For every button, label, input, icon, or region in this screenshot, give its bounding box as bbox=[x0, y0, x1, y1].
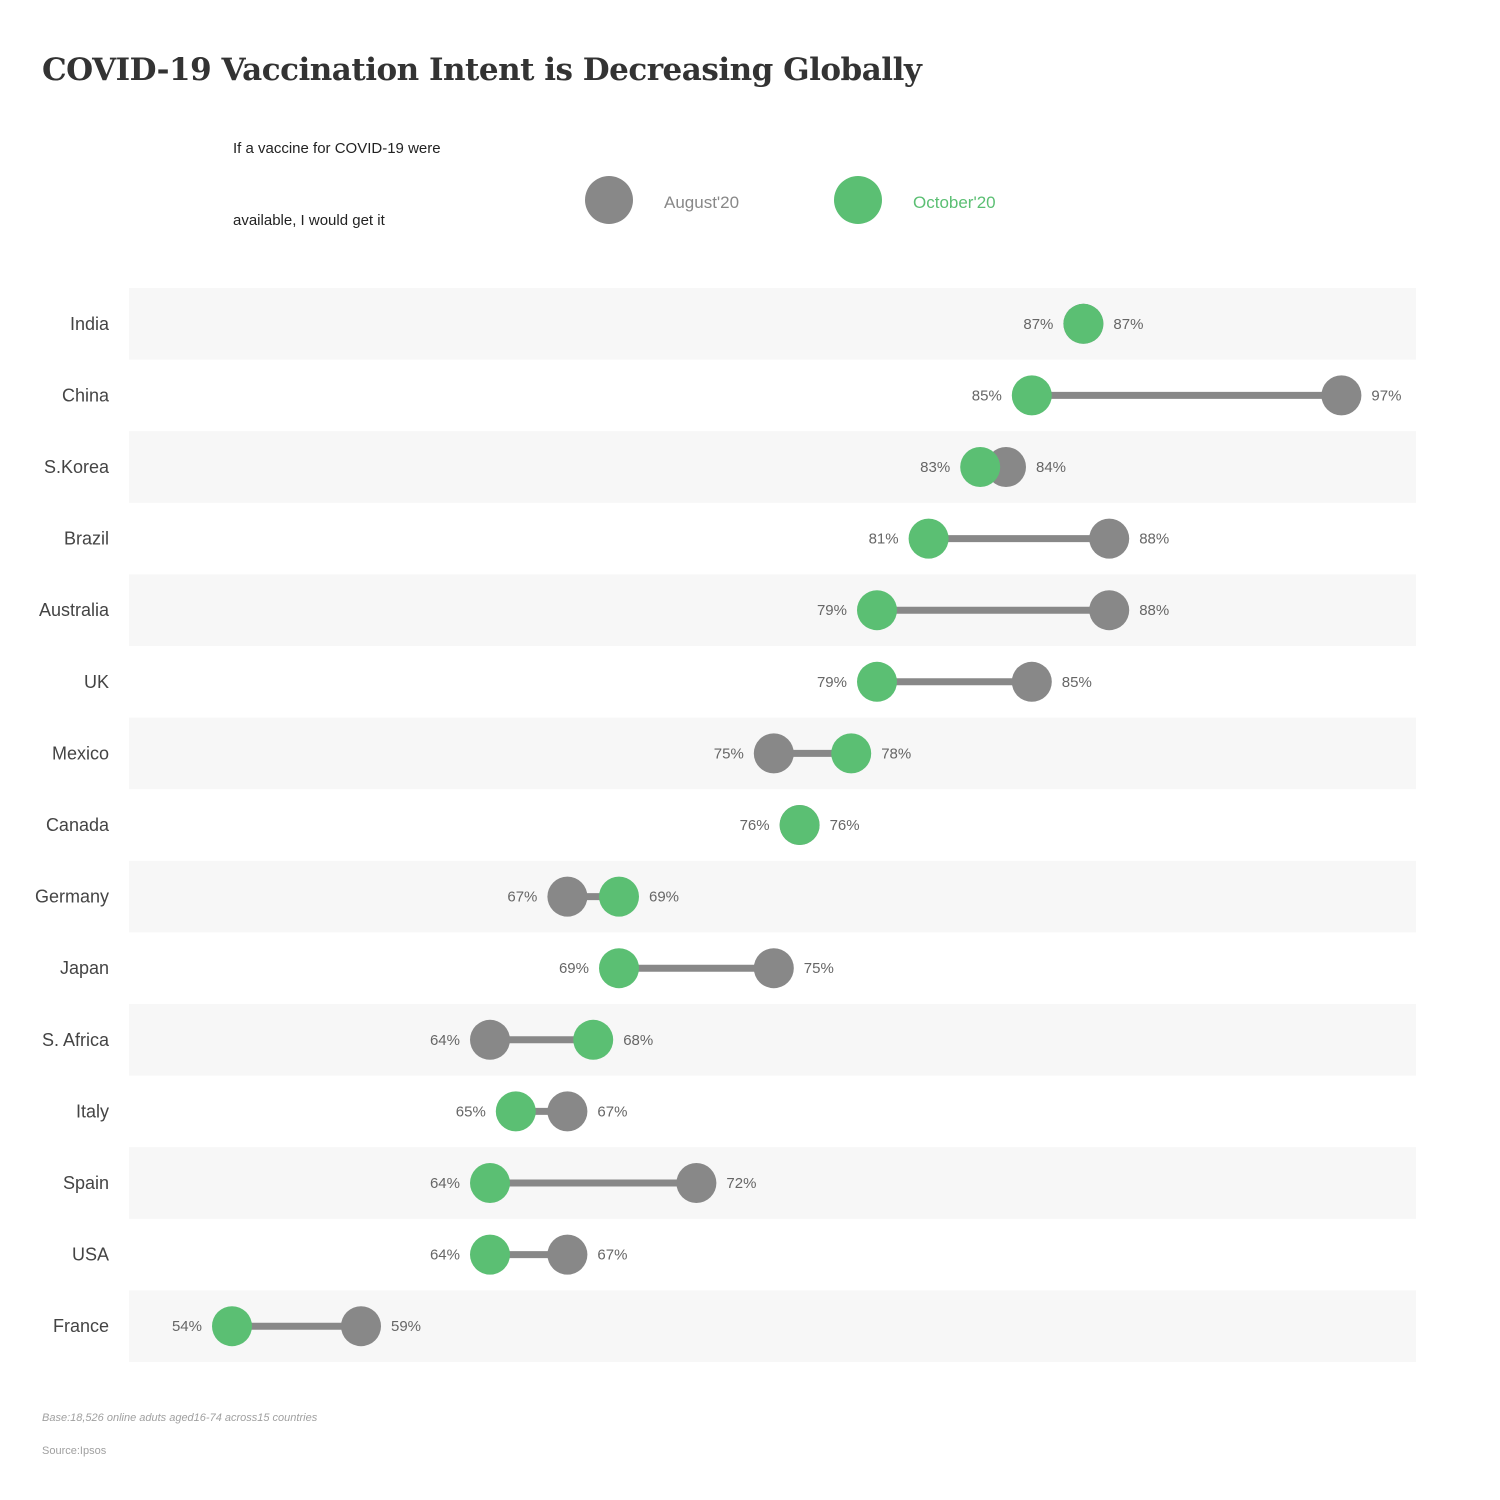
legend-august-label: August'20 bbox=[664, 193, 740, 212]
value-label-august: 97% bbox=[1371, 387, 1401, 404]
value-label-october: 64% bbox=[430, 1175, 460, 1192]
country-label: Canada bbox=[46, 815, 110, 835]
country-label: Germany bbox=[35, 887, 109, 907]
country-label: Spain bbox=[63, 1173, 109, 1193]
value-label-october: 64% bbox=[430, 1247, 460, 1264]
value-label-october: 69% bbox=[559, 960, 589, 977]
value-label-august: 72% bbox=[726, 1175, 756, 1192]
dot-october bbox=[470, 1163, 510, 1203]
country-label: Italy bbox=[76, 1101, 109, 1121]
dot-october bbox=[857, 590, 897, 631]
footnote-source: Source:Ipsos bbox=[42, 1445, 107, 1457]
dot-october bbox=[960, 447, 1001, 487]
value-label-october: 83% bbox=[920, 459, 950, 476]
dot-august bbox=[470, 1019, 510, 1060]
dot-october bbox=[470, 1234, 510, 1275]
value-label-august: 64% bbox=[430, 1032, 460, 1049]
value-label-october: 79% bbox=[817, 674, 847, 691]
dot-august bbox=[676, 1163, 717, 1203]
value-label-august: 59% bbox=[391, 1318, 421, 1335]
value-label-august: 67% bbox=[597, 1103, 627, 1120]
dot-august bbox=[547, 1234, 588, 1275]
country-label: S.Korea bbox=[44, 457, 110, 477]
value-label-august: 67% bbox=[597, 1247, 627, 1264]
dot-october bbox=[573, 1019, 614, 1060]
legend-october-marker bbox=[834, 176, 882, 224]
country-label: Brazil bbox=[64, 529, 109, 549]
dot-august bbox=[1011, 661, 1052, 702]
dot-august bbox=[341, 1306, 381, 1347]
chart-subtitle-line-2: available, I would get it bbox=[233, 212, 385, 229]
dot-october bbox=[1011, 375, 1052, 416]
value-label-august: 75% bbox=[804, 960, 834, 977]
value-label-october: 85% bbox=[972, 387, 1002, 404]
legend-october-label: October'20 bbox=[913, 193, 996, 212]
country-label: S. Africa bbox=[42, 1030, 110, 1050]
value-label-august: 85% bbox=[1062, 674, 1092, 691]
value-label-october: 78% bbox=[881, 745, 911, 762]
legend-august-marker bbox=[585, 176, 633, 224]
country-label: USA bbox=[72, 1245, 109, 1265]
value-label-october: 68% bbox=[623, 1032, 653, 1049]
dot-august bbox=[1321, 375, 1362, 416]
dot-october bbox=[831, 733, 872, 774]
country-label: Australia bbox=[39, 600, 110, 620]
footnote-base: Base:18,526 online aduts aged16-74 acros… bbox=[42, 1412, 318, 1424]
country-label: Mexico bbox=[52, 743, 109, 763]
row-band bbox=[129, 1147, 1416, 1219]
value-label-october: 65% bbox=[456, 1103, 486, 1120]
dot-august bbox=[753, 733, 794, 774]
country-label: UK bbox=[84, 672, 109, 692]
dot-october bbox=[908, 518, 949, 559]
value-label-august: 88% bbox=[1139, 531, 1169, 548]
value-label-august: 88% bbox=[1139, 602, 1169, 619]
value-label-august: 87% bbox=[1023, 316, 1053, 333]
country-label: Japan bbox=[60, 958, 109, 978]
dot-august bbox=[1089, 518, 1130, 559]
dot-october bbox=[779, 805, 820, 845]
country-label: China bbox=[62, 385, 110, 405]
value-label-october: 76% bbox=[830, 817, 860, 834]
country-label: India bbox=[70, 314, 110, 334]
dot-october bbox=[1063, 303, 1104, 344]
value-label-october: 69% bbox=[649, 889, 679, 906]
country-label: France bbox=[53, 1316, 109, 1336]
dot-october bbox=[599, 876, 639, 917]
value-label-october: 54% bbox=[172, 1318, 202, 1335]
dot-august bbox=[753, 948, 794, 989]
row-band bbox=[129, 574, 1416, 646]
dot-october bbox=[599, 948, 639, 989]
row-band bbox=[129, 1004, 1416, 1076]
value-label-august: 67% bbox=[507, 889, 537, 906]
chart-subtitle-line-1: If a vaccine for COVID-19 were bbox=[233, 140, 441, 157]
value-label-august: 76% bbox=[740, 817, 770, 834]
value-label-october: 87% bbox=[1113, 316, 1143, 333]
row-band bbox=[129, 860, 1416, 933]
dot-august bbox=[1089, 590, 1130, 631]
row-band bbox=[129, 288, 1416, 360]
row-band bbox=[129, 431, 1416, 503]
dot-october bbox=[495, 1091, 536, 1132]
dot-august bbox=[547, 876, 588, 917]
value-label-october: 81% bbox=[869, 531, 899, 548]
dot-october bbox=[212, 1306, 252, 1347]
chart-title: COVID-19 Vaccination Intent is Decreasin… bbox=[42, 52, 922, 88]
value-label-august: 75% bbox=[714, 745, 744, 762]
value-label-august: 84% bbox=[1036, 459, 1066, 476]
value-label-october: 79% bbox=[817, 602, 847, 619]
dot-october bbox=[857, 661, 897, 702]
dot-august bbox=[547, 1091, 588, 1132]
